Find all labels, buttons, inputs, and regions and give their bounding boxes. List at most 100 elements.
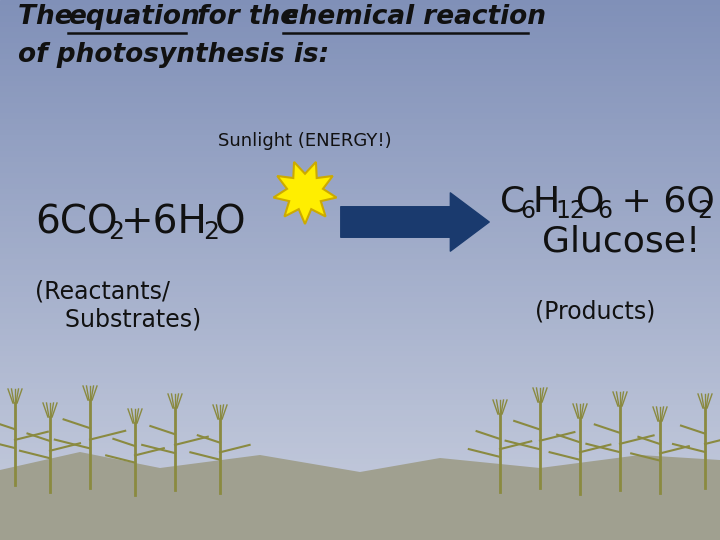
Bar	[0, 351, 720, 356]
Text: Substrates): Substrates)	[35, 308, 202, 332]
Text: 6: 6	[520, 199, 535, 223]
Text: chemical reaction: chemical reaction	[283, 4, 546, 30]
FancyArrowPatch shape	[341, 193, 489, 251]
Bar	[0, 86, 720, 92]
Bar	[0, 248, 720, 254]
Bar	[0, 16, 720, 22]
Bar	[0, 184, 720, 189]
Bar	[0, 146, 720, 151]
Text: H: H	[533, 185, 560, 219]
Bar	[0, 22, 720, 27]
Bar	[0, 297, 720, 302]
Bar	[0, 383, 720, 389]
Bar	[0, 464, 720, 470]
Bar	[0, 416, 720, 421]
Bar	[0, 76, 720, 81]
Bar	[0, 432, 720, 437]
Bar	[0, 324, 720, 329]
Bar	[0, 275, 720, 281]
Bar	[0, 140, 720, 146]
Bar	[0, 119, 720, 124]
Bar	[0, 259, 720, 265]
Bar	[0, 400, 720, 405]
Bar	[0, 178, 720, 184]
Text: for the: for the	[188, 4, 307, 30]
Text: O: O	[215, 203, 246, 241]
Bar	[0, 459, 720, 464]
Bar	[0, 281, 720, 286]
Bar	[0, 421, 720, 427]
Bar	[0, 211, 720, 216]
Bar	[0, 410, 720, 416]
Bar	[0, 205, 720, 211]
Bar	[0, 443, 720, 448]
Bar	[0, 232, 720, 238]
Bar	[0, 238, 720, 243]
Bar	[0, 162, 720, 167]
Bar	[0, 167, 720, 173]
Text: 12: 12	[555, 199, 585, 223]
Bar	[0, 513, 720, 518]
Bar	[0, 113, 720, 119]
Bar	[0, 454, 720, 459]
Polygon shape	[274, 162, 336, 224]
Bar	[0, 49, 720, 54]
Text: (Reactants/: (Reactants/	[35, 280, 170, 304]
Text: of photosynthesis is:: of photosynthesis is:	[18, 42, 329, 68]
Text: O: O	[576, 185, 604, 219]
Bar	[0, 5, 720, 11]
Bar	[0, 27, 720, 32]
Bar	[0, 292, 720, 297]
Bar	[0, 216, 720, 221]
Bar	[0, 378, 720, 383]
Bar	[0, 200, 720, 205]
Bar	[0, 43, 720, 49]
Bar	[0, 130, 720, 135]
Bar	[0, 329, 720, 335]
Bar	[0, 103, 720, 108]
Bar	[0, 524, 720, 529]
Bar	[0, 124, 720, 130]
Text: equation: equation	[68, 4, 199, 30]
Bar	[0, 362, 720, 367]
Bar	[0, 367, 720, 373]
Text: 2: 2	[203, 220, 219, 244]
Text: 2: 2	[108, 220, 124, 244]
Bar	[0, 319, 720, 324]
Polygon shape	[0, 452, 720, 540]
Bar	[0, 340, 720, 346]
Bar	[0, 221, 720, 227]
Bar	[0, 189, 720, 194]
Text: +6H: +6H	[121, 203, 208, 241]
Bar	[0, 151, 720, 157]
Bar	[0, 38, 720, 43]
Bar	[0, 470, 720, 475]
Bar	[0, 254, 720, 259]
Text: (Products): (Products)	[535, 300, 655, 324]
Text: Sunlight (ENERGY!): Sunlight (ENERGY!)	[218, 132, 392, 150]
Bar	[0, 308, 720, 313]
Bar	[0, 59, 720, 65]
Bar	[0, 97, 720, 103]
Bar	[0, 194, 720, 200]
Bar	[0, 32, 720, 38]
Bar	[0, 313, 720, 319]
Bar	[0, 373, 720, 378]
Text: The: The	[18, 4, 82, 30]
Bar	[0, 335, 720, 340]
Bar	[0, 54, 720, 59]
Bar	[0, 81, 720, 86]
Bar	[0, 529, 720, 535]
Bar	[0, 173, 720, 178]
Bar	[0, 535, 720, 540]
Bar	[0, 157, 720, 162]
Bar	[0, 389, 720, 394]
Bar	[0, 405, 720, 410]
Bar	[0, 65, 720, 70]
Bar	[0, 11, 720, 16]
Bar	[0, 356, 720, 362]
Bar	[0, 518, 720, 524]
Bar	[0, 227, 720, 232]
Bar	[0, 302, 720, 308]
Bar	[0, 286, 720, 292]
